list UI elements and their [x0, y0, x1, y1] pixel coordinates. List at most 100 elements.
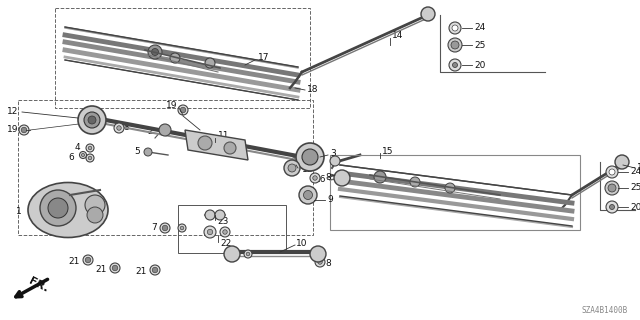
- Circle shape: [40, 190, 76, 226]
- Circle shape: [152, 49, 159, 55]
- Circle shape: [148, 45, 162, 59]
- Circle shape: [315, 257, 325, 267]
- Text: 8: 8: [325, 260, 331, 268]
- Circle shape: [605, 181, 619, 195]
- Text: 23: 23: [217, 218, 228, 227]
- Circle shape: [334, 170, 350, 186]
- Text: 12: 12: [302, 165, 314, 174]
- Circle shape: [224, 142, 236, 154]
- Circle shape: [79, 151, 86, 158]
- Text: 3: 3: [330, 149, 336, 158]
- Text: 15: 15: [382, 147, 394, 156]
- Circle shape: [152, 267, 157, 273]
- Bar: [18, 100, 313, 235]
- Text: 16: 16: [314, 174, 326, 183]
- Circle shape: [244, 250, 252, 258]
- Text: 2: 2: [147, 127, 153, 137]
- Text: 5: 5: [134, 148, 140, 156]
- Circle shape: [170, 53, 180, 63]
- Circle shape: [150, 265, 160, 275]
- Circle shape: [19, 125, 29, 135]
- Circle shape: [609, 204, 614, 210]
- Circle shape: [116, 126, 121, 130]
- Circle shape: [178, 105, 188, 115]
- Circle shape: [78, 106, 106, 134]
- Text: 1: 1: [16, 207, 22, 217]
- Circle shape: [48, 198, 68, 218]
- Circle shape: [88, 116, 96, 124]
- Text: SZA4B1400B: SZA4B1400B: [582, 306, 628, 315]
- Circle shape: [310, 246, 326, 262]
- Circle shape: [205, 210, 215, 220]
- Circle shape: [112, 265, 118, 271]
- Circle shape: [205, 58, 215, 68]
- Circle shape: [180, 226, 184, 230]
- Circle shape: [449, 59, 461, 71]
- Circle shape: [88, 146, 92, 150]
- Text: 19: 19: [166, 101, 177, 110]
- Text: 11: 11: [218, 132, 230, 140]
- Text: 8: 8: [123, 124, 129, 132]
- Circle shape: [144, 148, 152, 156]
- Text: 21: 21: [68, 258, 80, 267]
- Text: 4: 4: [291, 156, 296, 164]
- Text: 20: 20: [630, 203, 640, 212]
- Circle shape: [87, 207, 103, 223]
- Text: 24: 24: [474, 23, 485, 33]
- Circle shape: [85, 195, 105, 215]
- Circle shape: [615, 155, 629, 169]
- Circle shape: [88, 156, 92, 160]
- Circle shape: [421, 7, 435, 21]
- Circle shape: [86, 144, 94, 152]
- Circle shape: [110, 263, 120, 273]
- Text: 20: 20: [474, 60, 485, 69]
- Circle shape: [296, 143, 324, 171]
- Text: 21: 21: [95, 266, 107, 275]
- Circle shape: [224, 246, 240, 262]
- Text: 9: 9: [327, 196, 333, 204]
- Circle shape: [449, 22, 461, 34]
- Circle shape: [160, 223, 170, 233]
- Circle shape: [302, 149, 318, 165]
- Circle shape: [452, 62, 458, 68]
- Circle shape: [159, 124, 171, 136]
- Circle shape: [215, 210, 225, 220]
- Circle shape: [86, 154, 94, 162]
- Circle shape: [374, 171, 386, 183]
- Text: 10: 10: [296, 239, 307, 249]
- Text: 6: 6: [68, 154, 74, 163]
- Polygon shape: [185, 130, 248, 160]
- Circle shape: [445, 183, 455, 193]
- Circle shape: [223, 230, 227, 234]
- Text: 19: 19: [6, 125, 18, 134]
- Circle shape: [606, 201, 618, 213]
- Circle shape: [310, 173, 320, 183]
- Circle shape: [330, 156, 340, 166]
- Text: 18: 18: [307, 85, 319, 94]
- Circle shape: [303, 190, 312, 199]
- Circle shape: [114, 123, 124, 133]
- Circle shape: [198, 136, 212, 150]
- Circle shape: [288, 164, 296, 172]
- Circle shape: [448, 38, 462, 52]
- Circle shape: [451, 41, 459, 49]
- Text: 7: 7: [151, 223, 157, 233]
- Text: 14: 14: [392, 31, 403, 41]
- Circle shape: [284, 160, 300, 176]
- Circle shape: [608, 184, 616, 192]
- Bar: [178, 205, 286, 253]
- Bar: [55, 8, 310, 108]
- Circle shape: [606, 166, 618, 178]
- Ellipse shape: [28, 182, 108, 237]
- Circle shape: [207, 229, 212, 235]
- Circle shape: [204, 226, 216, 238]
- Circle shape: [410, 177, 420, 187]
- Text: 24: 24: [630, 167, 640, 177]
- Text: 8: 8: [325, 173, 331, 182]
- Text: 25: 25: [474, 41, 485, 50]
- Text: FR.: FR.: [27, 276, 49, 294]
- Text: 21: 21: [136, 268, 147, 276]
- Circle shape: [299, 186, 317, 204]
- Circle shape: [178, 224, 186, 232]
- Text: 13: 13: [637, 164, 640, 172]
